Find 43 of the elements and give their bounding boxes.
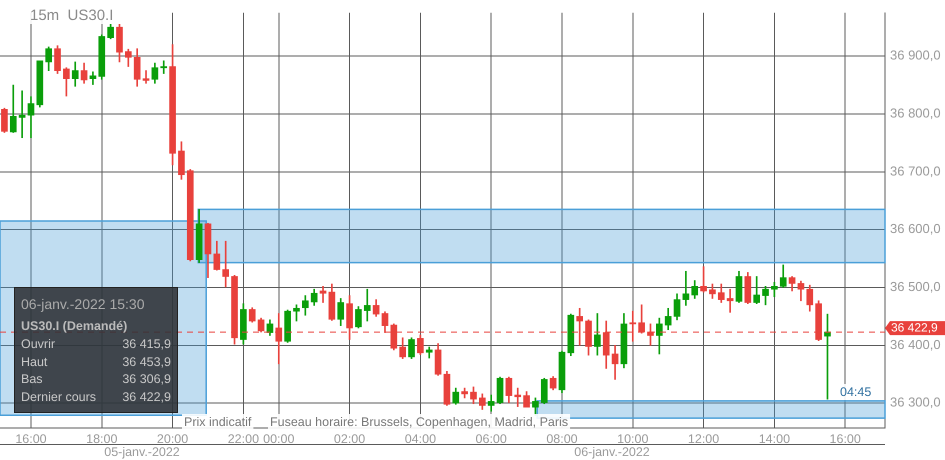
annotation: Fuseau horaire: Brussels, Copenhagen, Madrid, Paris: [270, 415, 568, 429]
candlestick: [142, 70, 150, 84]
chart-title: 15m US30.I: [30, 7, 114, 24]
x-tick-label: 00:00: [263, 432, 294, 446]
y-tick-label: 36 700,0: [890, 163, 941, 178]
y-tick-label: 36 400,0: [890, 336, 941, 352]
candlestick: [293, 304, 300, 322]
x-tick-label: 10:00: [617, 432, 648, 446]
annotation: 36 422,9: [122, 388, 171, 406]
x-tick-label: 04:00: [404, 432, 436, 446]
x-tick-label: 18:00: [86, 432, 118, 446]
x-tick-label: 16:00: [830, 432, 861, 446]
annotation: Ouvrir: [21, 336, 56, 353]
annotation: 36 453,9: [122, 354, 171, 370]
x-tick-label: 14:00: [758, 432, 790, 446]
candlestick: [320, 286, 326, 303]
annotation: Prix indicatif: [184, 415, 252, 429]
x-tick-label: 22:00: [228, 432, 260, 446]
annotation: US30.I (Demandé): [21, 318, 128, 335]
y-tick-label: 36 900,0: [890, 48, 941, 63]
annotation: 36 306,9: [122, 371, 171, 388]
y-tick-label: 36 600,0: [890, 221, 941, 236]
ref-line-label: 36 422,9: [891, 320, 938, 334]
x-tick-label: 20:00: [156, 432, 188, 446]
annotation: Dernier cours: [21, 388, 96, 406]
x-tick-label: 08:00: [546, 432, 578, 446]
x-tick-label: 02:00: [334, 432, 366, 446]
annotation: Bas: [21, 371, 43, 388]
annotation: Haut: [21, 354, 48, 370]
annotation: 04:45: [840, 385, 872, 399]
annotation: 36 415,9: [122, 336, 171, 353]
y-tick-label: 36 300,0: [890, 394, 941, 410]
candlestick: [824, 314, 831, 400]
candlestick: [700, 266, 707, 292]
x-tick-label: 06:00: [476, 432, 507, 446]
y-tick-label: 36 500,0: [890, 279, 941, 294]
x-tick-label: 12:00: [688, 432, 720, 446]
y-tick-label: 36 800,0: [890, 106, 941, 121]
x-tick-label: 16:00: [15, 432, 47, 446]
candlestick: [90, 71, 96, 85]
text: 05-janv.-2022: [104, 445, 180, 459]
text: 06-janv.-2022: [574, 445, 650, 459]
annotation: 06-janv.-2022 15:30: [21, 295, 146, 314]
